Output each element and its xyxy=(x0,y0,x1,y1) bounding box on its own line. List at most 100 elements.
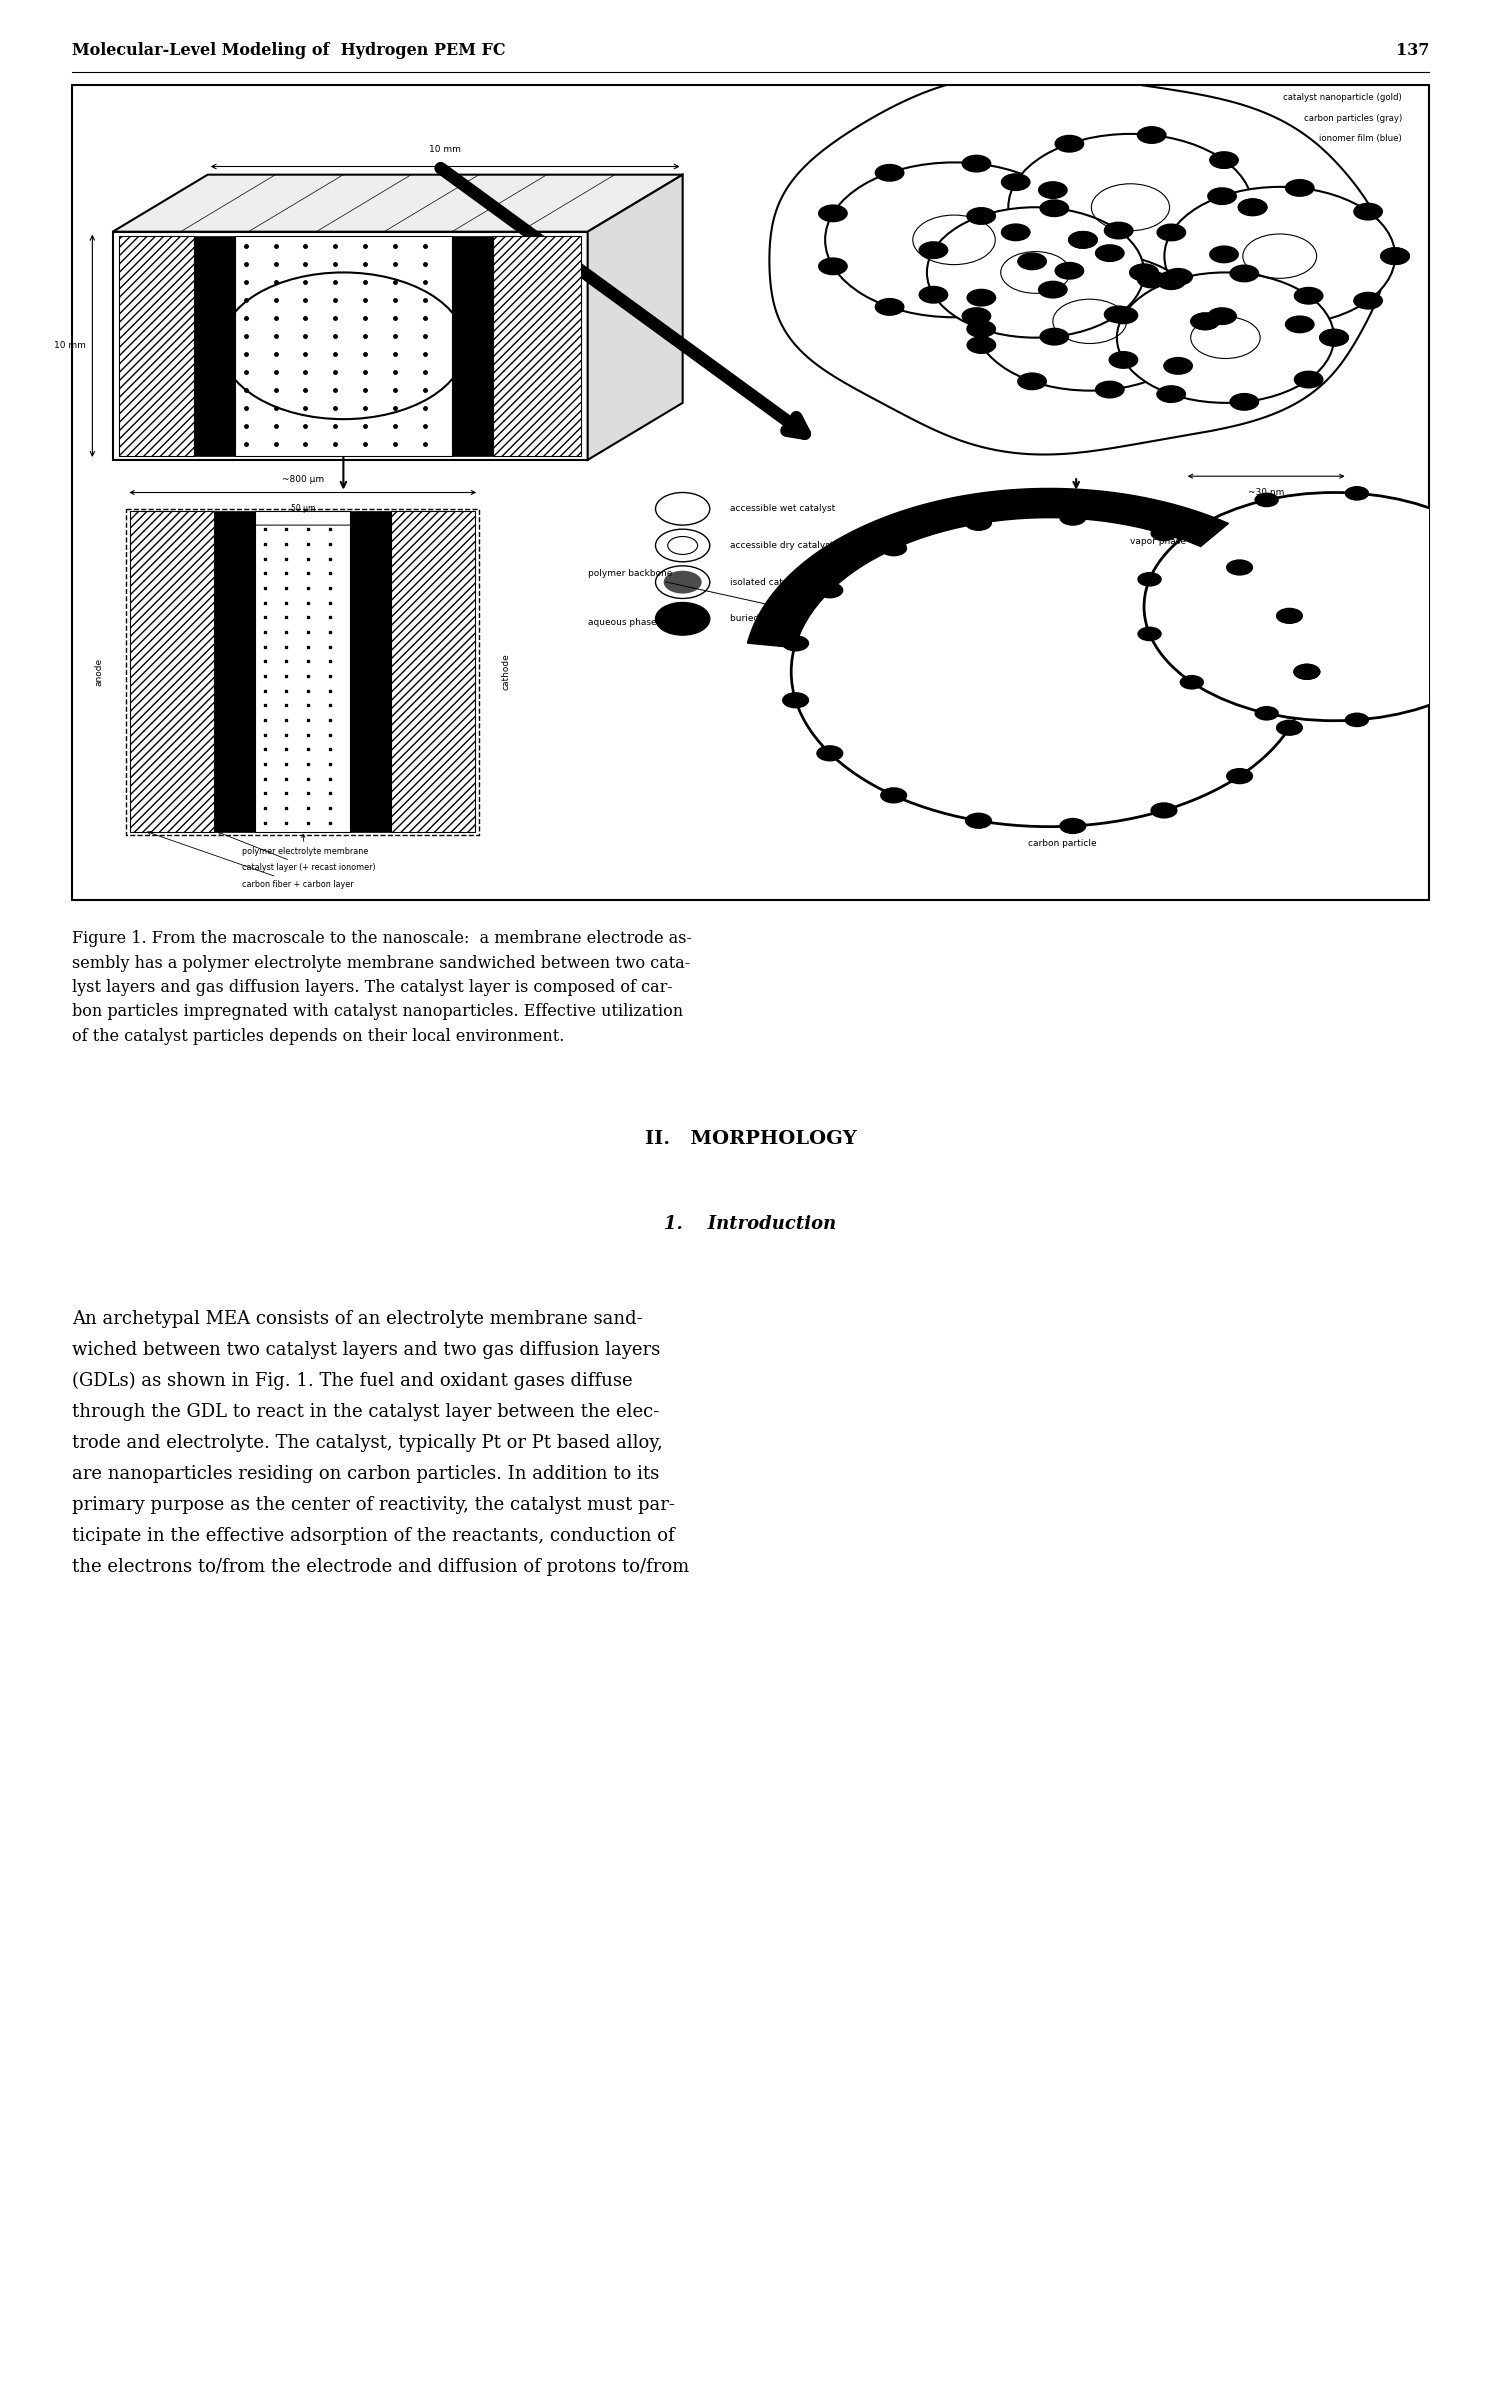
Circle shape xyxy=(1018,252,1048,271)
Circle shape xyxy=(967,206,997,226)
Circle shape xyxy=(791,516,1307,826)
Text: catalyst nanoparticle (gold): catalyst nanoparticle (gold) xyxy=(1283,94,1402,103)
Polygon shape xyxy=(234,235,452,456)
Circle shape xyxy=(1156,271,1186,290)
Polygon shape xyxy=(215,511,255,833)
Circle shape xyxy=(1210,245,1238,264)
Text: An archetypal MEA consists of an electrolyte membrane sand-: An archetypal MEA consists of an electro… xyxy=(72,1310,642,1327)
Circle shape xyxy=(875,298,905,317)
Text: cathode: cathode xyxy=(501,653,510,691)
Text: aqueous phase: aqueous phase xyxy=(588,619,656,626)
Circle shape xyxy=(817,583,844,598)
Circle shape xyxy=(1094,382,1124,398)
Text: through the GDL to react in the catalyst layer between the elec-: through the GDL to react in the catalyst… xyxy=(72,1404,659,1421)
Circle shape xyxy=(1345,713,1369,727)
Circle shape xyxy=(965,814,992,828)
Circle shape xyxy=(967,288,997,307)
Text: ~800 μm: ~800 μm xyxy=(282,475,324,485)
Circle shape xyxy=(1319,329,1349,346)
Text: Figure 1. From the macroscale to the nanoscale:  a membrane electrode as-: Figure 1. From the macroscale to the nan… xyxy=(72,929,692,948)
Circle shape xyxy=(1285,180,1315,197)
Circle shape xyxy=(1319,329,1349,346)
Circle shape xyxy=(1129,264,1159,281)
Circle shape xyxy=(1001,223,1031,242)
Circle shape xyxy=(1109,350,1138,370)
Polygon shape xyxy=(194,235,234,456)
Circle shape xyxy=(1039,199,1069,218)
Circle shape xyxy=(826,163,1082,317)
Text: buried catalyst: buried catalyst xyxy=(729,614,799,624)
Circle shape xyxy=(656,602,710,636)
Polygon shape xyxy=(390,511,474,833)
Circle shape xyxy=(1430,694,1454,708)
Circle shape xyxy=(1018,372,1048,391)
Circle shape xyxy=(1136,127,1166,144)
Circle shape xyxy=(1207,187,1237,204)
Text: carbon fiber + carbon layer: carbon fiber + carbon layer xyxy=(147,830,353,888)
Circle shape xyxy=(1069,230,1097,250)
Text: are nanoparticles residing on carbon particles. In addition to its: are nanoparticles residing on carbon par… xyxy=(72,1464,659,1483)
Polygon shape xyxy=(492,235,581,456)
Text: sembly has a polymer electrolyte membrane sandwiched between two cata-: sembly has a polymer electrolyte membran… xyxy=(72,955,690,972)
Circle shape xyxy=(1039,329,1069,346)
Circle shape xyxy=(1226,559,1253,576)
Circle shape xyxy=(1060,509,1087,526)
Circle shape xyxy=(1294,286,1324,305)
Polygon shape xyxy=(131,511,215,833)
Text: accessible wet catalyst: accessible wet catalyst xyxy=(729,504,836,514)
Circle shape xyxy=(1060,818,1087,835)
Circle shape xyxy=(1285,314,1315,334)
Text: polymer electrolyte membrane: polymer electrolyte membrane xyxy=(242,835,368,857)
Text: the electrons to/from the electrode and diffusion of protons to/from: the electrons to/from the electrode and … xyxy=(72,1558,689,1577)
Circle shape xyxy=(818,204,848,223)
Text: carbon particles (gray): carbon particles (gray) xyxy=(1303,113,1402,122)
Circle shape xyxy=(965,514,992,530)
Circle shape xyxy=(1294,665,1321,679)
Circle shape xyxy=(1226,768,1253,785)
Circle shape xyxy=(962,154,991,173)
Text: catalyst layer (+ recast ionomer): catalyst layer (+ recast ionomer) xyxy=(218,833,375,871)
Text: lyst layers and gas diffusion layers. The catalyst layer is composed of car-: lyst layers and gas diffusion layers. Th… xyxy=(72,979,672,996)
Text: II.   MORPHOLOGY: II. MORPHOLOGY xyxy=(644,1130,857,1147)
Circle shape xyxy=(1150,802,1178,818)
Circle shape xyxy=(1001,173,1031,192)
Circle shape xyxy=(1238,199,1267,216)
Circle shape xyxy=(1379,247,1409,264)
Circle shape xyxy=(1190,312,1220,331)
Circle shape xyxy=(1156,271,1186,288)
Circle shape xyxy=(1009,134,1253,281)
Text: polymer backbone: polymer backbone xyxy=(588,569,775,607)
Text: anode: anode xyxy=(95,658,104,686)
Circle shape xyxy=(919,240,949,259)
Circle shape xyxy=(1229,394,1259,410)
Text: wiched between two catalyst layers and two gas diffusion layers: wiched between two catalyst layers and t… xyxy=(72,1342,660,1358)
Circle shape xyxy=(1117,274,1334,403)
Polygon shape xyxy=(747,490,1228,648)
Circle shape xyxy=(663,571,701,593)
Circle shape xyxy=(1229,264,1259,283)
Circle shape xyxy=(967,319,997,338)
Circle shape xyxy=(1294,370,1324,389)
Text: 50 μm: 50 μm xyxy=(291,504,315,514)
Circle shape xyxy=(1055,134,1084,154)
Circle shape xyxy=(1069,230,1097,250)
Circle shape xyxy=(1294,665,1321,679)
Circle shape xyxy=(1103,305,1133,324)
Circle shape xyxy=(1163,358,1193,374)
Circle shape xyxy=(1180,523,1204,538)
Circle shape xyxy=(1255,492,1279,506)
Text: ~30 nm: ~30 nm xyxy=(1247,490,1285,497)
Text: 10 mm: 10 mm xyxy=(429,146,461,154)
Text: 137: 137 xyxy=(1396,41,1429,60)
Circle shape xyxy=(1379,247,1409,264)
Circle shape xyxy=(1037,281,1067,298)
Text: of the catalyst particles depends on their local environment.: of the catalyst particles depends on the… xyxy=(72,1027,564,1044)
Circle shape xyxy=(1129,264,1159,281)
Text: accessible dry catalyst: accessible dry catalyst xyxy=(729,540,833,550)
Text: primary purpose as the center of reactivity, the catalyst must par-: primary purpose as the center of reactiv… xyxy=(72,1495,675,1514)
Circle shape xyxy=(1150,526,1178,542)
Text: 10 mm: 10 mm xyxy=(54,341,86,350)
Circle shape xyxy=(1136,271,1166,288)
Text: vapor phase: vapor phase xyxy=(1130,538,1186,545)
Text: trode and electrolyte. The catalyst, typically Pt or Pt based alloy,: trode and electrolyte. The catalyst, typ… xyxy=(72,1433,663,1452)
